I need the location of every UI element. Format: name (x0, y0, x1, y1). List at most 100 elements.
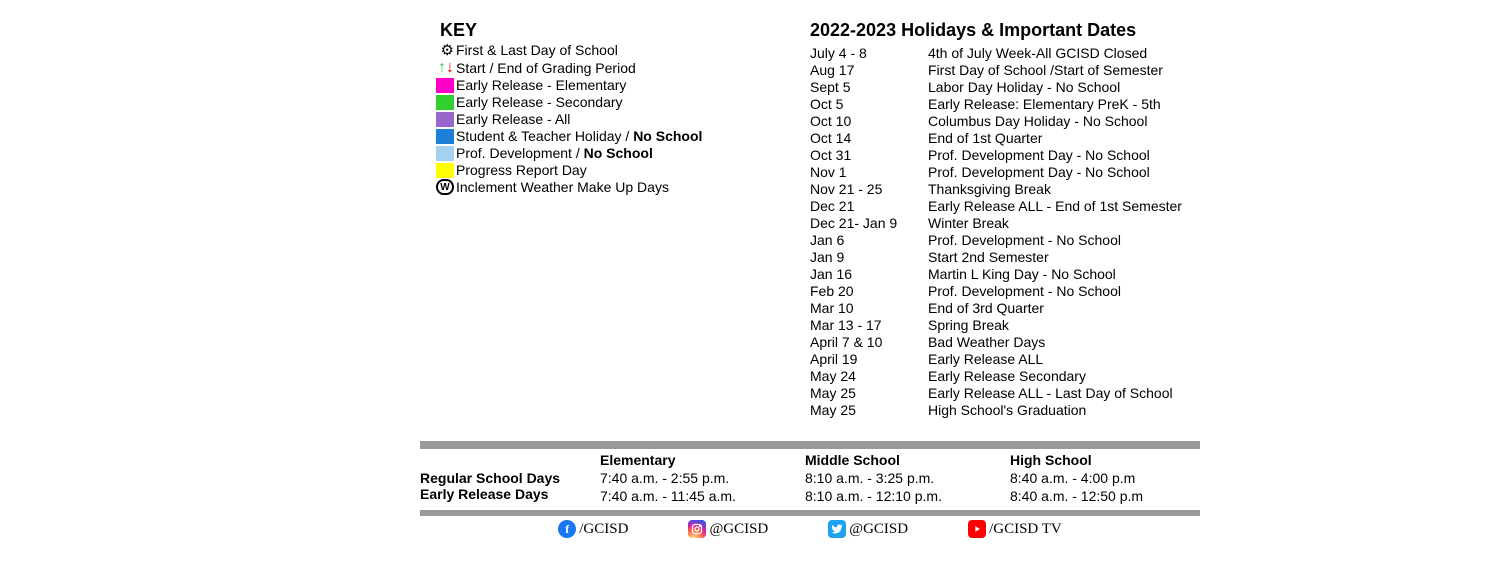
date-row: Oct 14End of 1st Quarter (810, 130, 1200, 146)
social-links: f /GCISD @GCISD @GCISD /GCISD TV (420, 516, 1200, 542)
times-column: High School8:40 a.m. - 4:00 p.m8:40 a.m.… (1010, 452, 1170, 506)
early-time: 8:10 a.m. - 12:10 p.m. (805, 488, 1010, 506)
dates-title: 2022-2023 Holidays & Important Dates (810, 20, 1200, 41)
key-legend: KEY ⚙First & Last Day of School↑↓Start /… (420, 20, 730, 419)
date-value: Feb 20 (810, 283, 928, 299)
times-header: Elementary (600, 452, 805, 470)
date-description: End of 1st Quarter (928, 130, 1200, 146)
date-row: Mar 13 - 17Spring Break (810, 317, 1200, 333)
date-value: Jan 6 (810, 232, 928, 248)
date-description: Prof. Development - No School (928, 232, 1200, 248)
key-label: Early Release - Elementary (456, 77, 626, 93)
times-header: Middle School (805, 452, 1010, 470)
date-row: Jan 16Martin L King Day - No School (810, 266, 1200, 282)
facebook-link[interactable]: f /GCISD (558, 520, 628, 538)
key-item: Prof. Development / No School (420, 145, 730, 161)
date-value: Oct 5 (810, 96, 928, 112)
key-label: First & Last Day of School (456, 42, 618, 58)
dates-section: 2022-2023 Holidays & Important Dates Jul… (810, 20, 1200, 419)
date-value: Sept 5 (810, 79, 928, 95)
date-description: Spring Break (928, 317, 1200, 333)
date-value: May 25 (810, 385, 928, 401)
times-header: High School (1010, 452, 1170, 470)
date-row: Nov 1Prof. Development Day - No School (810, 164, 1200, 180)
key-item: Early Release - All (420, 111, 730, 127)
key-item: Early Release - Secondary (420, 94, 730, 110)
color-swatch (436, 163, 454, 178)
date-row: July 4 - 84th of July Week-All GCISD Clo… (810, 45, 1200, 61)
date-value: Nov 1 (810, 164, 928, 180)
key-label: Start / End of Grading Period (456, 60, 636, 76)
gear-icon: ⚙ (441, 41, 454, 59)
instagram-icon (688, 520, 706, 538)
date-value: Oct 10 (810, 113, 928, 129)
date-description: Prof. Development Day - No School (928, 147, 1200, 163)
school-times: Regular School Days Early Release Days E… (420, 449, 1200, 510)
youtube-icon (968, 520, 986, 538)
date-value: Jan 16 (810, 266, 928, 282)
key-title: KEY (440, 20, 730, 41)
times-column: Middle School8:10 a.m. - 3:25 p.m.8:10 a… (805, 452, 1010, 506)
date-value: April 7 & 10 (810, 334, 928, 350)
early-release-label: Early Release Days (420, 486, 600, 502)
date-description: Early Release Secondary (928, 368, 1200, 384)
date-row: May 24Early Release Secondary (810, 368, 1200, 384)
date-value: Jan 9 (810, 249, 928, 265)
date-value: May 24 (810, 368, 928, 384)
date-row: May 25Early Release ALL - Last Day of Sc… (810, 385, 1200, 401)
date-row: Sept 5Labor Day Holiday - No School (810, 79, 1200, 95)
date-description: Start 2nd Semester (928, 249, 1200, 265)
key-item: ↑↓Start / End of Grading Period (420, 60, 730, 76)
regular-days-label: Regular School Days (420, 470, 600, 486)
weather-icon: W (436, 179, 454, 195)
date-description: 4th of July Week-All GCISD Closed (928, 45, 1200, 61)
date-description: Early Release ALL - Last Day of School (928, 385, 1200, 401)
youtube-link[interactable]: /GCISD TV (968, 520, 1062, 538)
date-value: Aug 17 (810, 62, 928, 78)
color-swatch (436, 78, 454, 93)
twitter-icon (828, 520, 846, 538)
key-label: Inclement Weather Make Up Days (456, 179, 669, 195)
date-description: Prof. Development Day - No School (928, 164, 1200, 180)
date-value: July 4 - 8 (810, 45, 928, 61)
date-row: Mar 10 End of 3rd Quarter (810, 300, 1200, 316)
date-row: Jan 9Start 2nd Semester (810, 249, 1200, 265)
date-row: Nov 21 - 25Thanksgiving Break (810, 181, 1200, 197)
date-row: Dec 21- Jan 9Winter Break (810, 215, 1200, 231)
key-item: Progress Report Day (420, 162, 730, 178)
date-value: May 25 (810, 402, 928, 418)
date-description: Early Release ALL - End of 1st Semester (928, 198, 1200, 214)
date-row: April 19Early Release ALL (810, 351, 1200, 367)
date-value: Mar 13 - 17 (810, 317, 928, 333)
key-item: WInclement Weather Make Up Days (420, 179, 730, 195)
date-row: May 25High School's Graduation (810, 402, 1200, 418)
divider-top (420, 441, 1200, 449)
arrows-icon: ↑↓ (438, 61, 454, 75)
color-swatch (436, 95, 454, 110)
date-row: Oct 31Prof. Development Day - No School (810, 147, 1200, 163)
date-description: High School's Graduation (928, 402, 1200, 418)
date-row: Aug 17First Day of School /Start of Seme… (810, 62, 1200, 78)
date-row: Oct 10Columbus Day Holiday - No School (810, 113, 1200, 129)
date-value: Mar 10 (810, 300, 928, 316)
early-time: 7:40 a.m. - 11:45 a.m. (600, 488, 805, 506)
key-label: Early Release - Secondary (456, 94, 623, 110)
date-value: April 19 (810, 351, 928, 367)
key-label: Prof. Development / No School (456, 145, 653, 161)
date-description: Labor Day Holiday - No School (928, 79, 1200, 95)
regular-time: 8:10 a.m. - 3:25 p.m. (805, 470, 1010, 488)
date-description: Columbus Day Holiday - No School (928, 113, 1200, 129)
date-row: Oct 5Early Release: Elementary PreK - 5t… (810, 96, 1200, 112)
instagram-link[interactable]: @GCISD (688, 520, 768, 538)
early-time: 8:40 a.m. - 12:50 p.m (1010, 488, 1170, 506)
facebook-icon: f (558, 520, 576, 538)
date-value: Dec 21 (810, 198, 928, 214)
date-description: Bad Weather Days (928, 334, 1200, 350)
date-description: Prof. Development - No School (928, 283, 1200, 299)
key-item: Student & Teacher Holiday / No School (420, 128, 730, 144)
date-value: Oct 14 (810, 130, 928, 146)
key-item: Early Release - Elementary (420, 77, 730, 93)
color-swatch (436, 112, 454, 127)
twitter-link[interactable]: @GCISD (828, 520, 908, 538)
date-value: Oct 31 (810, 147, 928, 163)
